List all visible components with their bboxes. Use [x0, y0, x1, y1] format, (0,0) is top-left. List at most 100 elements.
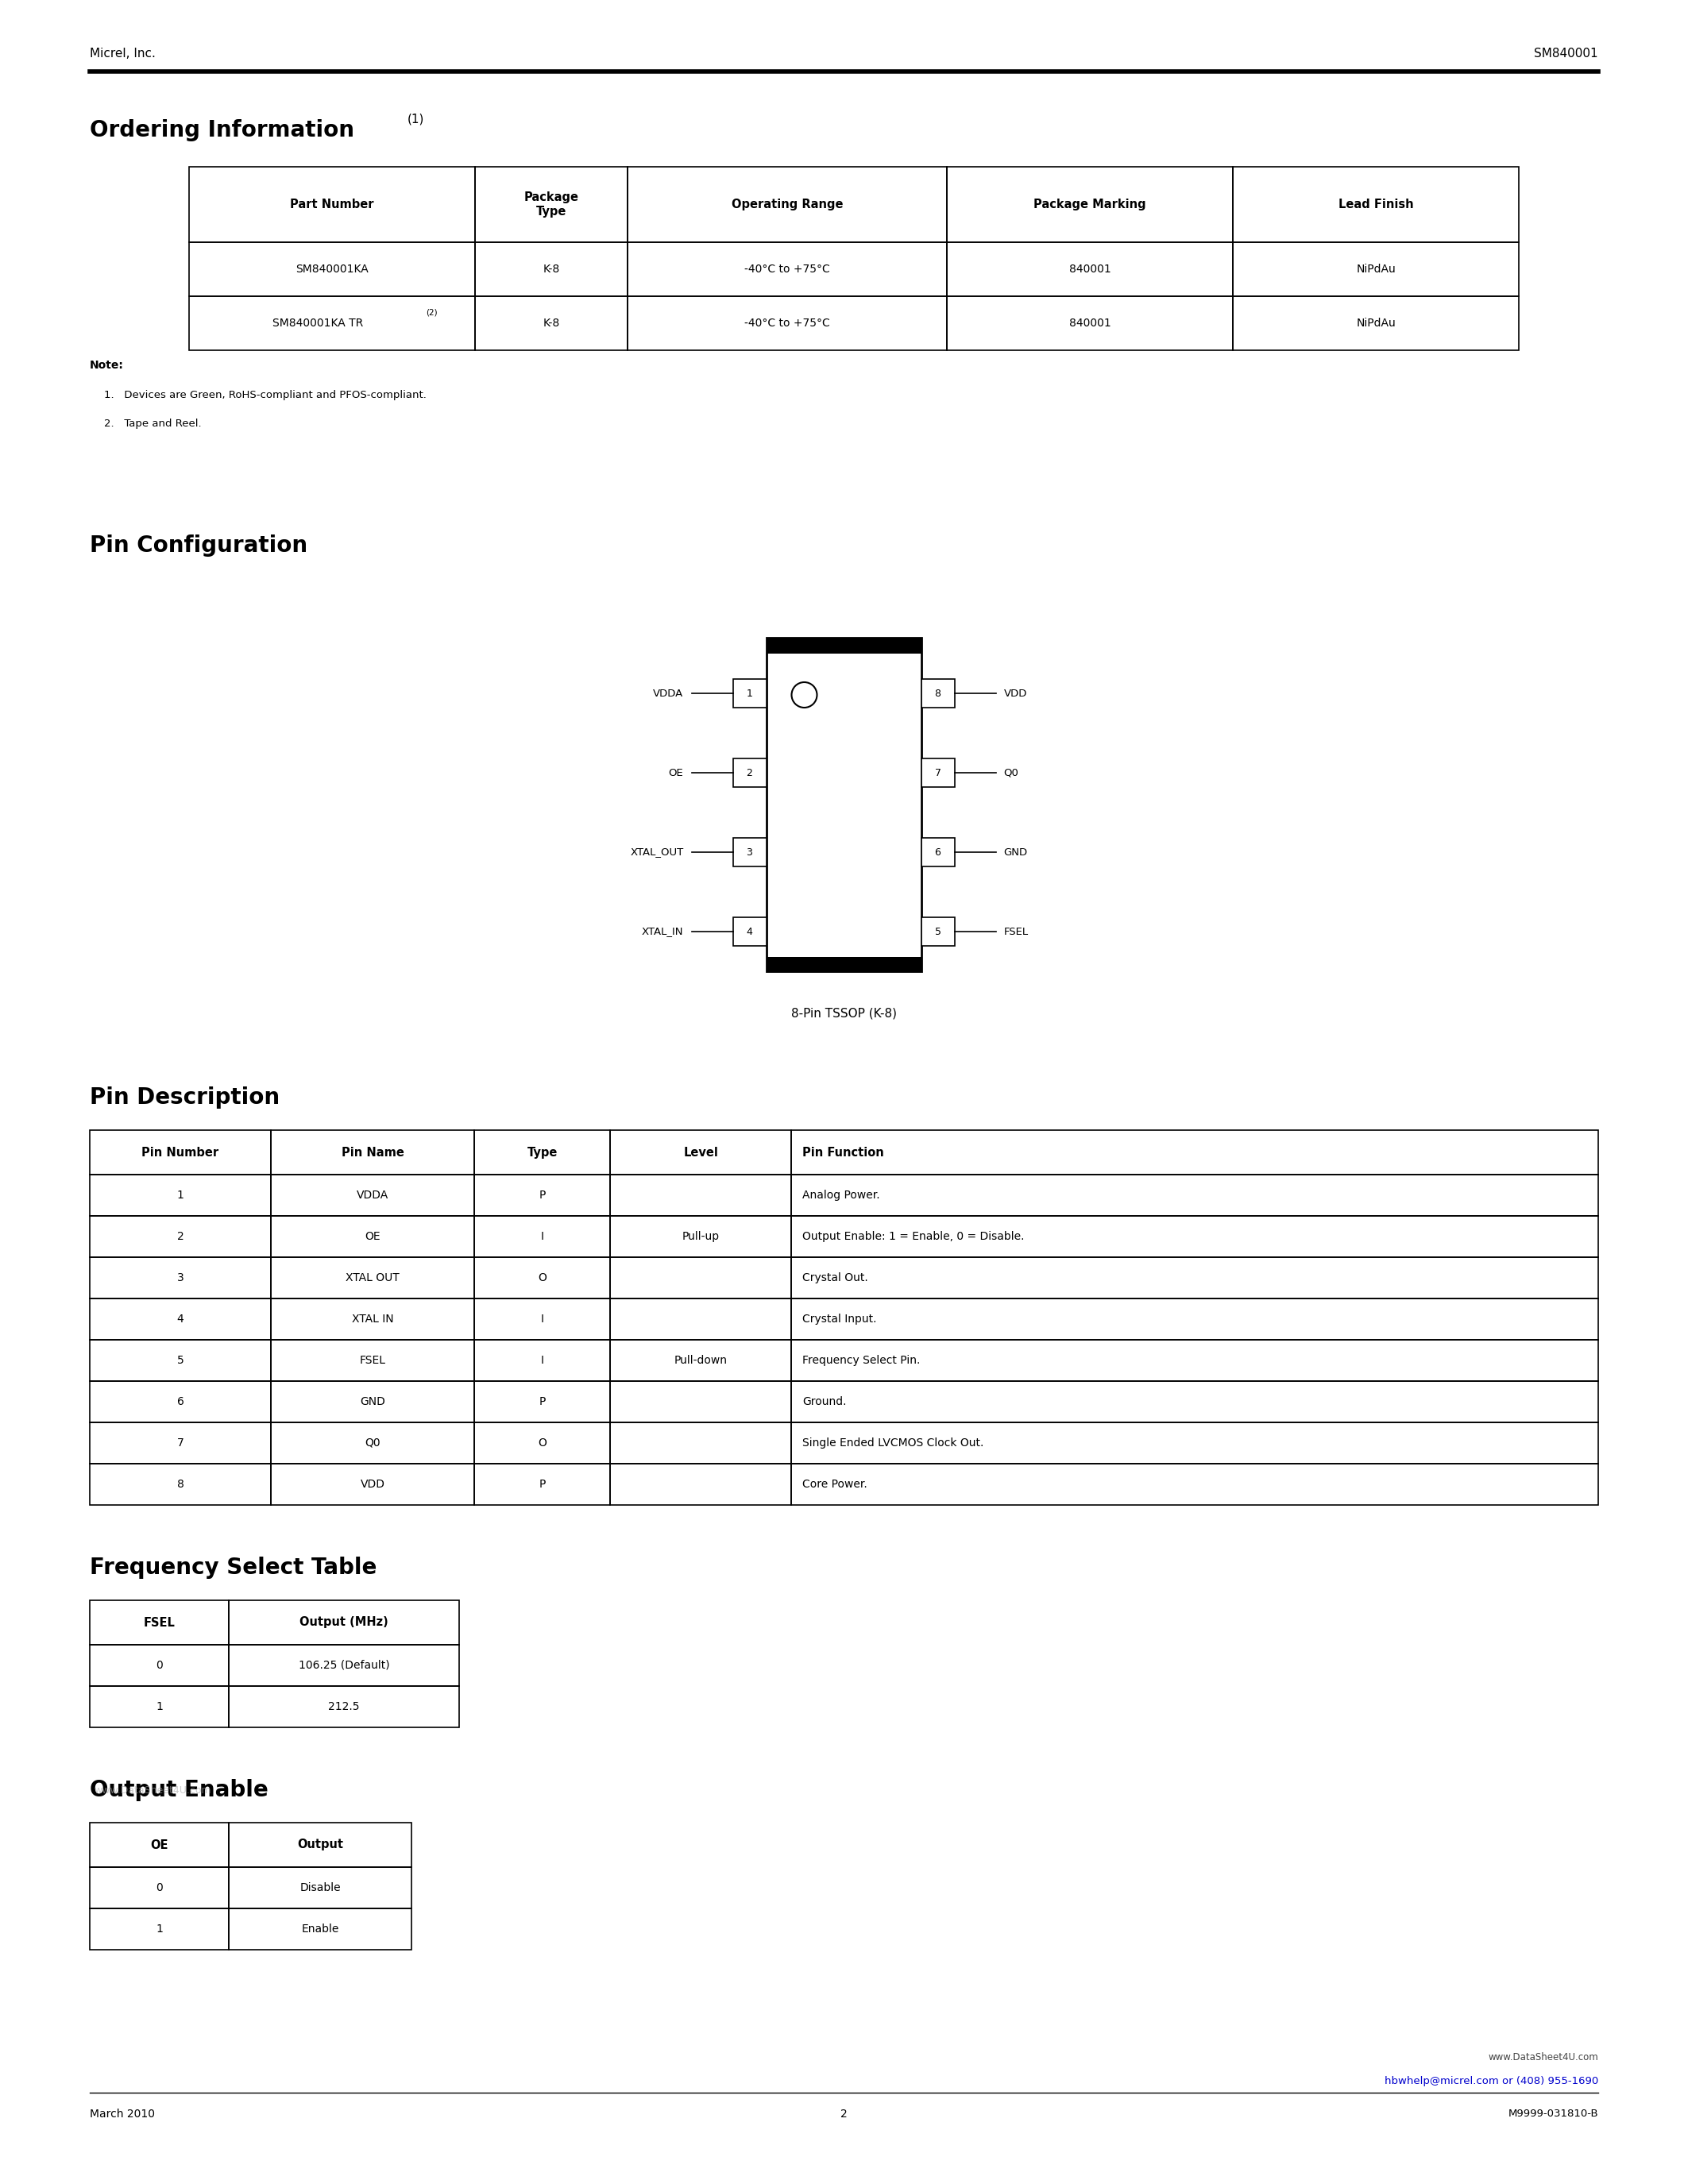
- Text: I: I: [540, 1313, 544, 1326]
- Text: SM840001KA TR: SM840001KA TR: [272, 317, 363, 330]
- Text: NiPdAu: NiPdAu: [1355, 317, 1396, 330]
- Text: GND: GND: [1004, 847, 1028, 858]
- Bar: [89, 1216, 270, 1258]
- Bar: [792, 1463, 1599, 1505]
- Bar: [766, 638, 922, 653]
- Bar: [189, 166, 474, 242]
- Bar: [609, 1380, 792, 1422]
- Text: -40°C to +75°C: -40°C to +75°C: [744, 264, 830, 275]
- Bar: [792, 1339, 1599, 1380]
- Text: P: P: [538, 1190, 545, 1201]
- Text: SM840001KA: SM840001KA: [295, 264, 368, 275]
- Text: OE: OE: [668, 767, 684, 778]
- Text: 1: 1: [746, 688, 753, 699]
- Bar: [474, 1422, 609, 1463]
- Bar: [89, 1645, 230, 1686]
- Text: VDDA: VDDA: [653, 688, 684, 699]
- Bar: [628, 242, 947, 297]
- Text: O: O: [538, 1273, 547, 1284]
- Text: Crystal Out.: Crystal Out.: [802, 1273, 868, 1284]
- Text: P: P: [538, 1396, 545, 1406]
- Bar: [270, 1339, 474, 1380]
- Text: Level: Level: [684, 1147, 717, 1158]
- Bar: [270, 1258, 474, 1299]
- Text: 2.   Tape and Reel.: 2. Tape and Reel.: [105, 419, 201, 428]
- Text: 3: 3: [746, 847, 753, 858]
- Bar: [766, 957, 922, 972]
- Bar: [609, 1129, 792, 1175]
- Bar: [1232, 166, 1519, 242]
- Bar: [89, 1175, 270, 1216]
- Text: I: I: [540, 1354, 544, 1365]
- Text: Pin Name: Pin Name: [341, 1147, 403, 1158]
- Text: Core Power.: Core Power.: [802, 1479, 868, 1489]
- Text: 3: 3: [177, 1273, 184, 1284]
- Bar: [270, 1422, 474, 1463]
- Bar: [474, 1129, 609, 1175]
- Bar: [189, 297, 474, 349]
- Text: Operating Range: Operating Range: [731, 199, 844, 210]
- Text: Pin Description: Pin Description: [89, 1085, 280, 1109]
- Text: FSEL: FSEL: [143, 1616, 176, 1629]
- Text: Q0: Q0: [1004, 767, 1018, 778]
- Bar: [89, 1909, 230, 1950]
- Bar: [922, 758, 954, 786]
- Bar: [733, 758, 766, 786]
- Bar: [230, 1601, 459, 1645]
- Bar: [609, 1299, 792, 1339]
- Text: 8: 8: [935, 688, 940, 699]
- Text: 1: 1: [177, 1190, 184, 1201]
- Bar: [474, 1175, 609, 1216]
- Text: Pull-down: Pull-down: [674, 1354, 728, 1365]
- Text: Type: Type: [527, 1147, 557, 1158]
- Bar: [1232, 297, 1519, 349]
- Bar: [922, 917, 954, 946]
- Text: Frequency Select Pin.: Frequency Select Pin.: [802, 1354, 920, 1365]
- Text: OE: OE: [365, 1232, 380, 1243]
- Text: VDD: VDD: [1004, 688, 1026, 699]
- Bar: [792, 1422, 1599, 1463]
- Bar: [270, 1129, 474, 1175]
- Text: FSEL: FSEL: [1004, 926, 1028, 937]
- Text: Analog Power.: Analog Power.: [802, 1190, 879, 1201]
- Text: Output (MHz): Output (MHz): [299, 1616, 388, 1629]
- Text: XTAL OUT: XTAL OUT: [346, 1273, 400, 1284]
- Bar: [1232, 242, 1519, 297]
- Text: Package
Type: Package Type: [523, 192, 579, 218]
- Text: K-8: K-8: [544, 264, 560, 275]
- Bar: [792, 1258, 1599, 1299]
- Text: 2: 2: [746, 767, 753, 778]
- Text: Ground.: Ground.: [802, 1396, 846, 1406]
- Text: 106.25 (Default): 106.25 (Default): [299, 1660, 390, 1671]
- Text: 212.5: 212.5: [327, 1701, 360, 1712]
- Bar: [609, 1339, 792, 1380]
- Text: OE: OE: [150, 1839, 169, 1850]
- Text: 5: 5: [177, 1354, 184, 1365]
- Bar: [230, 1867, 412, 1909]
- Text: Pull-up: Pull-up: [682, 1232, 719, 1243]
- Bar: [474, 1258, 609, 1299]
- Text: FSEL: FSEL: [360, 1354, 385, 1365]
- Text: 4: 4: [746, 926, 753, 937]
- Text: Output: Output: [297, 1839, 343, 1850]
- Text: VDD: VDD: [360, 1479, 385, 1489]
- Bar: [270, 1380, 474, 1422]
- Text: M9999-031810-B: M9999-031810-B: [1507, 2108, 1599, 2118]
- Bar: [792, 1299, 1599, 1339]
- Text: P: P: [538, 1479, 545, 1489]
- Text: 5: 5: [935, 926, 940, 937]
- Bar: [230, 1824, 412, 1867]
- Text: Output Enable: Output Enable: [89, 1780, 268, 1802]
- Bar: [628, 297, 947, 349]
- Text: Q0: Q0: [365, 1437, 380, 1448]
- Text: 840001: 840001: [1069, 264, 1111, 275]
- Bar: [89, 1380, 270, 1422]
- Bar: [628, 166, 947, 242]
- Text: Ordering Information: Ordering Information: [89, 120, 354, 142]
- Text: Micrel, Inc.: Micrel, Inc.: [89, 48, 155, 59]
- Text: 7: 7: [935, 767, 940, 778]
- Bar: [474, 1463, 609, 1505]
- Text: www.DataSheet4U.com: www.DataSheet4U.com: [1489, 2053, 1599, 2062]
- Bar: [89, 1129, 270, 1175]
- Text: 6: 6: [177, 1396, 184, 1406]
